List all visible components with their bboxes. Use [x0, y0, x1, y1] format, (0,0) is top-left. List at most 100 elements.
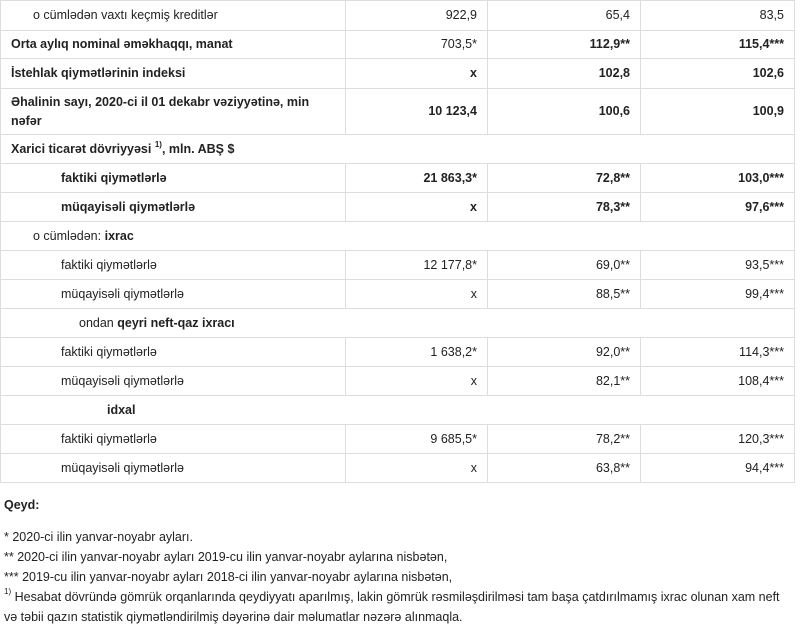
label-text: ixrac [104, 228, 134, 243]
row-label: müqayisəli qiymətlərlə [0, 192, 346, 222]
row-label: o cümlədən vaxtı keçmiş kreditlər [0, 0, 346, 31]
row-label: Xarici ticarət dövriyyəsi 1), mln. ABŞ $ [0, 134, 795, 164]
table-row: o cümlədən vaxtı keçmiş kreditlər 922,9 65… [0, 0, 795, 31]
value-cell: 922,9 [345, 0, 488, 31]
row-label: müqayisəli qiymətlərlə [0, 279, 346, 309]
value-cell: 108,4*** [640, 366, 795, 396]
table-row: Xarici ticarət dövriyyəsi 1), mln. ABŞ $ [0, 134, 795, 164]
row-label: ondan qeyri neft-qaz ixracı [0, 308, 795, 338]
value-cell: 65,4 [487, 0, 641, 31]
table-row: müqayisəli qiymətlərlə x 78,3** 97,6*** [0, 192, 795, 222]
table-row: idxal [0, 395, 795, 425]
table-row: ondan qeyri neft-qaz ixracı [0, 308, 795, 338]
label-text: müqayisəli qiymətlərlə [61, 373, 184, 388]
value-cell: 100,9 [640, 88, 795, 135]
row-label: faktiki qiymətlərlə [0, 250, 346, 280]
value-cell: 102,8 [487, 58, 641, 89]
value-cell: 102,6 [640, 58, 795, 89]
value-cell: 78,3** [487, 192, 641, 222]
row-label: müqayisəli qiymətlərlə [0, 366, 346, 396]
label-text: müqayisəli qiymətlərlə [61, 286, 184, 301]
notes: Qeyd: * 2020-ci ilin yanvar-noyabr aylar… [0, 495, 800, 627]
note-sup: 1) [4, 587, 12, 596]
value-cell: 94,4*** [640, 453, 795, 483]
label-text: İstehlak qiymətlərinin indeksi [11, 66, 186, 80]
value-cell: 1 638,2* [345, 337, 488, 367]
row-label: faktiki qiymətlərlə [0, 163, 346, 193]
value-cell: 99,4*** [640, 279, 795, 309]
note-text: ** 2020-ci ilin yanvar-noyabr ayları 201… [4, 550, 448, 564]
table-row: faktiki qiymətlərlə 1 638,2* 92,0** 114,3**… [0, 337, 795, 367]
label-text: Xarici ticarət dövriyyəsi [11, 141, 152, 156]
label-text: o cümlədən vaxtı keçmiş kreditlər [33, 8, 218, 22]
row-label: o cümlədən: ixrac [0, 221, 795, 251]
label-prefix: ondan [79, 315, 114, 330]
value-cell: 12 177,8* [345, 250, 488, 280]
row-label: idxal [0, 395, 795, 425]
label-text: faktiki qiymətlərlə [61, 431, 157, 446]
notes-title: Qeyd: [4, 498, 40, 512]
label-text: faktiki qiymətlərlə [61, 170, 167, 185]
note-item: * 2020-ci ilin yanvar-noyabr ayları. [4, 527, 796, 547]
value-cell: x [345, 453, 488, 483]
value-cell: 703,5* [345, 30, 488, 59]
note-item: *** 2019-cu ilin yanvar-noyabr ayları 20… [4, 567, 796, 587]
value-cell: x [345, 192, 488, 222]
value-cell: 83,5 [640, 0, 795, 31]
table-row: İstehlak qiymətlərinin indeksi x 102,8 102,… [0, 58, 795, 89]
value-cell: 100,6 [487, 88, 641, 135]
value-cell: 82,1** [487, 366, 641, 396]
value-cell: 78,2** [487, 424, 641, 454]
table-row: müqayisəli qiymətlərlə x 88,5** 99,4*** [0, 279, 795, 309]
table-row: müqayisəli qiymətlərlə x 63,8** 94,4*** [0, 453, 795, 483]
table-row: faktiki qiymətlərlə 12 177,8* 69,0** 93,5**… [0, 250, 795, 280]
label-text: müqayisəli qiymətlərlə [61, 460, 184, 475]
row-label: faktiki qiymətlərlə [0, 424, 346, 454]
row-label: Əhalinin sayı, 2020-ci il 01 dekabr vəzi… [0, 88, 346, 135]
table-row: faktiki qiymətlərlə 9 685,5* 78,2** 120,3**… [0, 424, 795, 454]
value-cell: 88,5** [487, 279, 641, 309]
note-item: 1) Hesabat dövründə gömrük orqanlarında … [4, 587, 796, 627]
value-cell: 115,4*** [640, 30, 795, 59]
data-table: o cümlədən vaxtı keçmiş kreditlər 922,9 65… [0, 0, 795, 483]
label-text: faktiki qiymətlərlə [61, 257, 157, 272]
note-text: Hesabat dövründə gömrük orqanlarında qey… [4, 590, 780, 624]
label-text: Əhalinin sayı, 2020-ci il 01 dekabr vəzi… [11, 94, 310, 128]
label-text: idxal [107, 402, 136, 417]
value-cell: 93,5*** [640, 250, 795, 280]
value-cell: x [345, 366, 488, 396]
value-cell: 97,6*** [640, 192, 795, 222]
note-text: * 2020-ci ilin yanvar-noyabr ayları. [4, 530, 193, 544]
value-cell: 21 863,3* [345, 163, 488, 193]
table-row: o cümlədən: ixrac [0, 221, 795, 251]
row-label: müqayisəli qiymətlərlə [0, 453, 346, 483]
label-tail: , mln. ABŞ $ [161, 141, 235, 156]
value-cell: 114,3*** [640, 337, 795, 367]
value-cell: 112,9** [487, 30, 641, 59]
table-row: müqayisəli qiymətlərlə x 82,1** 108,4*** [0, 366, 795, 396]
table-row: Orta aylıq nominal əməkhaqqı, manat 703,5… [0, 30, 795, 59]
row-label: Orta aylıq nominal əməkhaqqı, manat [0, 30, 346, 59]
note-item: ** 2020-ci ilin yanvar-noyabr ayları 201… [4, 547, 796, 567]
table-row: Əhalinin sayı, 2020-ci il 01 dekabr vəzi… [0, 88, 795, 135]
label-prefix: o cümlədən: [33, 228, 102, 243]
label-sup: 1) [154, 139, 162, 149]
value-cell: 10 123,4 [345, 88, 488, 135]
value-cell: 9 685,5* [345, 424, 488, 454]
label-text: qeyri neft-qaz ixracı [117, 315, 235, 330]
value-cell: x [345, 58, 488, 89]
note-text: *** 2019-cu ilin yanvar-noyabr ayları 20… [4, 570, 453, 584]
value-cell: 69,0** [487, 250, 641, 280]
value-cell: 103,0*** [640, 163, 795, 193]
row-label: faktiki qiymətlərlə [0, 337, 346, 367]
label-text: Orta aylıq nominal əməkhaqqı, manat [11, 37, 233, 51]
value-cell: 120,3*** [640, 424, 795, 454]
value-cell: 72,8** [487, 163, 641, 193]
label-text: müqayisəli qiymətlərlə [61, 199, 196, 214]
label-text: faktiki qiymətlərlə [61, 344, 157, 359]
value-cell: 92,0** [487, 337, 641, 367]
value-cell: x [345, 279, 488, 309]
table-row: faktiki qiymətlərlə 21 863,3* 72,8** 103,0*… [0, 163, 795, 193]
value-cell: 63,8** [487, 453, 641, 483]
